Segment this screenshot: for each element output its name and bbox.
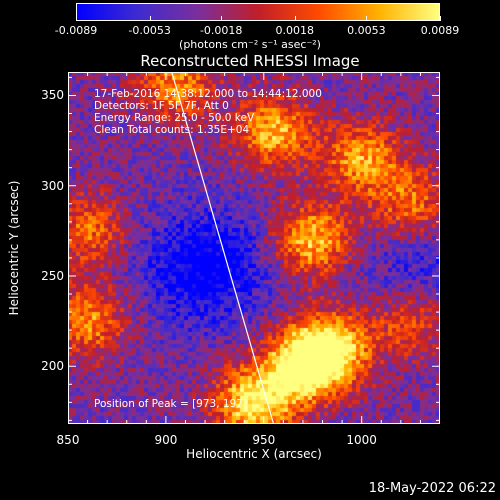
colorbar-tick-label: -0.0053: [128, 24, 171, 37]
x-axis-label: Heliocentric X (arcsec): [186, 447, 322, 461]
y-tick-label: 300: [41, 178, 64, 193]
colorbar-tick-label: -0.0018: [199, 24, 243, 37]
footer-date: 18-May-2022 06:22: [368, 481, 496, 496]
annotation-detectors: Detectors: 1F 5F 7F, Att 0: [94, 100, 229, 112]
colorbar-unit-label: (photons cm⁻² s⁻¹ asec⁻²): [179, 38, 321, 51]
y-tick-label: 250: [41, 268, 64, 283]
annotation-peak: Position of Peak = [973, 197]: [94, 398, 248, 410]
x-tick-label: 1000: [346, 433, 377, 447]
annotation-energy: Energy Range: 25.0 - 50.0 keV: [94, 112, 255, 124]
y-tick-label: 200: [41, 359, 64, 374]
heatmap-canvas: [68, 72, 440, 424]
colorbar-tick-label: 0.0089: [420, 24, 460, 37]
colorbar-tick-mark: [150, 16, 151, 21]
colorbar: [76, 3, 440, 21]
y-axis-label: Heliocentric Y (arcsec): [7, 180, 21, 316]
plot-overlay: [68, 72, 440, 424]
colorbar-tick-mark: [76, 16, 77, 21]
x-tick-label: 950: [252, 433, 276, 447]
colorbar-tick-mark: [440, 16, 441, 21]
solar-limb-line: [171, 72, 275, 424]
colorbar-tick-mark: [221, 16, 222, 21]
annotation-time: 17-Feb-2016 14:38:12.000 to 14:44:12.000: [94, 88, 322, 100]
plot-frame-border: [68, 72, 440, 424]
annotation-clean: Clean Total counts: 1.35E+04: [94, 124, 250, 136]
colorbar-tick-label: 0.0018: [275, 24, 315, 37]
x-tick-label: 900: [154, 433, 178, 447]
colorbar-tick-label: -0.0089: [54, 24, 98, 37]
colorbar-tick-mark: [295, 16, 296, 21]
colorbar-tick-label: 0.0053: [347, 24, 386, 37]
chart-title: Reconstructed RHESSI Image: [140, 52, 360, 70]
y-tick-label: 350: [41, 88, 64, 103]
colorbar-tick-mark: [366, 16, 367, 21]
x-tick-label: 850: [56, 433, 80, 447]
